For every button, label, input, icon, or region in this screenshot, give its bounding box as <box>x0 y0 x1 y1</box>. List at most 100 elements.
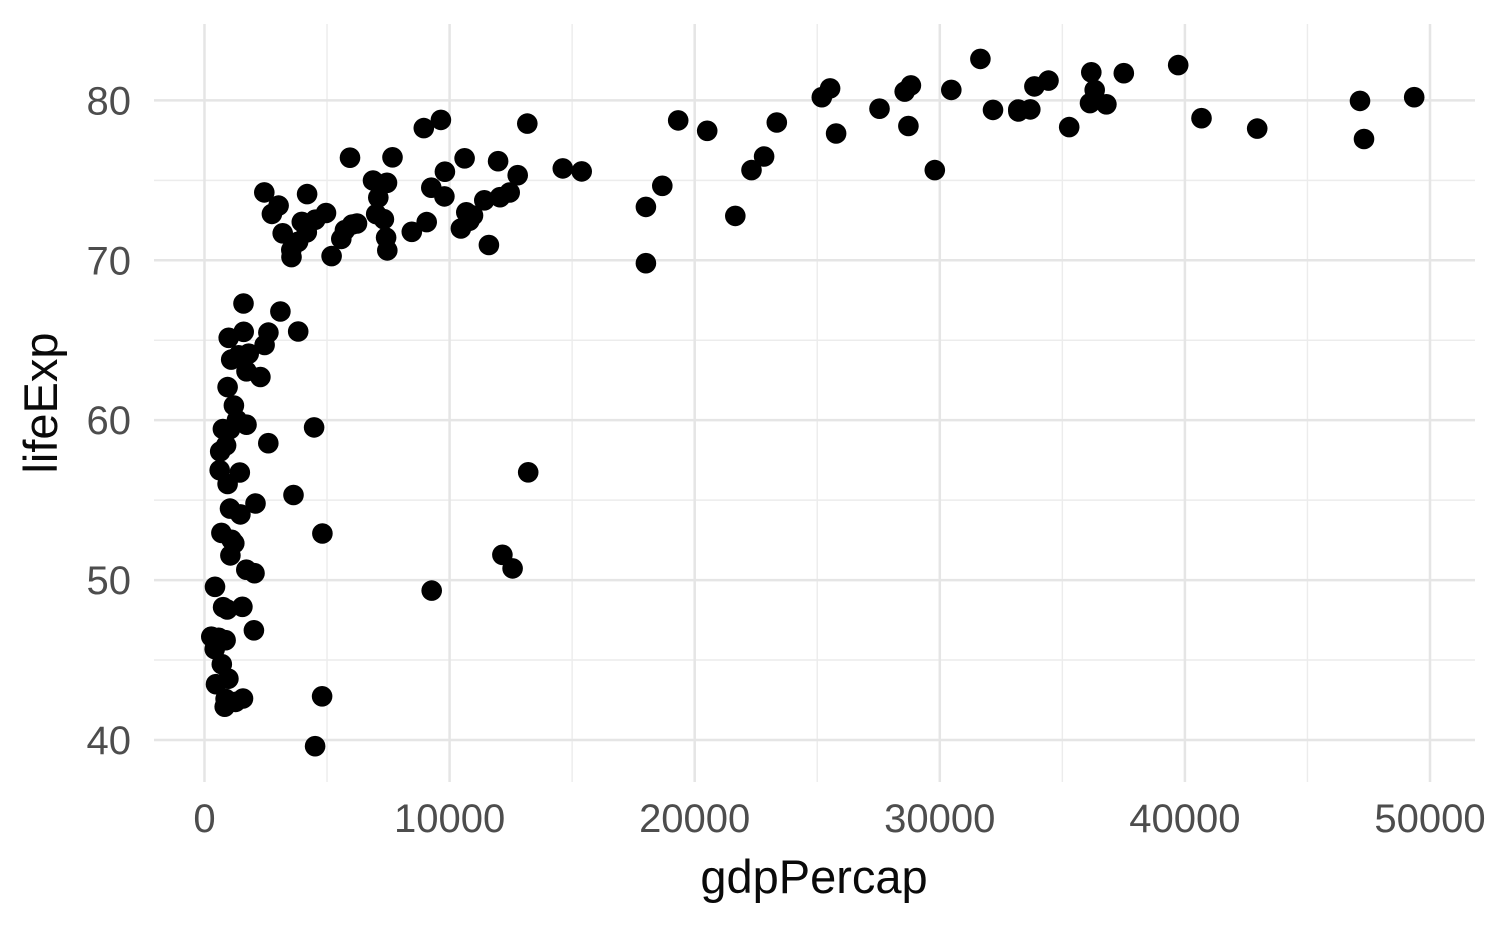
x-tick-label: 40000 <box>1129 797 1240 841</box>
data-point <box>377 240 398 261</box>
data-point <box>1353 128 1375 150</box>
data-point <box>243 620 265 641</box>
data-point <box>204 576 226 598</box>
data-point <box>225 691 246 713</box>
data-point <box>474 190 495 211</box>
data-point <box>1096 94 1117 115</box>
data-point <box>250 366 271 388</box>
data-point <box>571 161 592 182</box>
data-point <box>753 146 775 167</box>
y-axis-tick-labels: 40 50 60 70 80 <box>87 79 132 763</box>
data-point <box>552 158 574 179</box>
data-point <box>382 147 403 168</box>
points-layer <box>201 48 1425 757</box>
data-point <box>507 164 528 186</box>
data-point <box>454 148 475 169</box>
data-point <box>245 493 266 514</box>
data-point <box>970 48 991 70</box>
data-point <box>339 147 361 168</box>
data-point <box>924 159 946 181</box>
data-point <box>258 322 279 343</box>
data-point <box>869 98 890 119</box>
data-point <box>487 150 509 172</box>
data-point <box>1191 107 1212 129</box>
x-axis-title: gdpPercap <box>700 850 927 903</box>
data-point <box>220 349 242 370</box>
y-tick-label: 60 <box>87 399 132 443</box>
data-point <box>304 735 326 757</box>
data-point <box>205 673 227 695</box>
data-point <box>219 498 241 519</box>
data-point <box>1058 116 1080 138</box>
data-point <box>217 376 238 398</box>
data-point <box>766 112 788 133</box>
data-point <box>430 109 452 131</box>
data-point <box>291 211 313 233</box>
data-point <box>1403 86 1425 108</box>
data-point <box>1167 54 1189 76</box>
data-point <box>220 545 241 566</box>
data-point <box>725 205 746 227</box>
data-point <box>321 245 342 267</box>
data-point <box>296 183 318 205</box>
data-point <box>303 417 325 438</box>
data-point <box>233 321 254 343</box>
data-point <box>1024 76 1045 97</box>
x-tick-label: 20000 <box>639 797 750 841</box>
x-tick-label: 10000 <box>394 797 505 841</box>
data-point <box>362 170 384 191</box>
x-tick-label: 30000 <box>884 797 995 841</box>
data-point <box>368 187 389 208</box>
data-point <box>900 75 922 96</box>
data-point <box>238 343 259 365</box>
data-point <box>416 211 438 233</box>
data-point <box>272 223 294 244</box>
y-tick-label: 80 <box>87 79 132 123</box>
data-point <box>219 418 241 440</box>
data-point <box>982 99 1004 121</box>
data-point <box>635 196 657 218</box>
data-point <box>652 175 673 197</box>
data-point <box>434 186 455 207</box>
data-point <box>1084 79 1105 101</box>
y-tick-label: 70 <box>87 239 132 283</box>
data-point <box>635 252 657 274</box>
data-point <box>1246 118 1268 139</box>
data-point <box>1113 62 1135 84</box>
data-point <box>401 221 423 243</box>
data-point <box>311 686 333 707</box>
data-point <box>216 599 238 620</box>
data-point <box>941 79 962 101</box>
x-tick-label: 50000 <box>1374 797 1485 841</box>
data-point <box>517 113 538 134</box>
data-point <box>413 117 435 139</box>
data-point <box>287 321 309 342</box>
data-point <box>825 123 847 144</box>
data-point <box>233 293 254 314</box>
x-tick-label: 0 <box>193 797 215 841</box>
y-tick-label: 50 <box>87 559 132 603</box>
y-axis-title: lifeExp <box>14 332 67 473</box>
data-point <box>898 115 919 137</box>
data-point <box>253 182 275 203</box>
data-point <box>334 219 356 241</box>
data-point <box>478 234 500 256</box>
data-point <box>221 529 242 551</box>
gridlines-major <box>154 24 1475 782</box>
y-tick-label: 40 <box>87 719 132 763</box>
data-point <box>517 462 539 483</box>
gridlines-minor <box>154 24 1475 782</box>
data-point <box>667 110 689 131</box>
data-point <box>209 459 230 481</box>
data-point <box>223 395 245 416</box>
data-point <box>499 182 520 203</box>
data-point <box>373 208 395 230</box>
data-point <box>268 195 289 216</box>
data-point <box>312 523 333 544</box>
data-point <box>270 301 291 322</box>
data-point <box>258 432 279 454</box>
data-point <box>421 580 443 601</box>
x-axis-tick-labels: 0 10000 20000 30000 40000 50000 <box>193 797 1485 841</box>
